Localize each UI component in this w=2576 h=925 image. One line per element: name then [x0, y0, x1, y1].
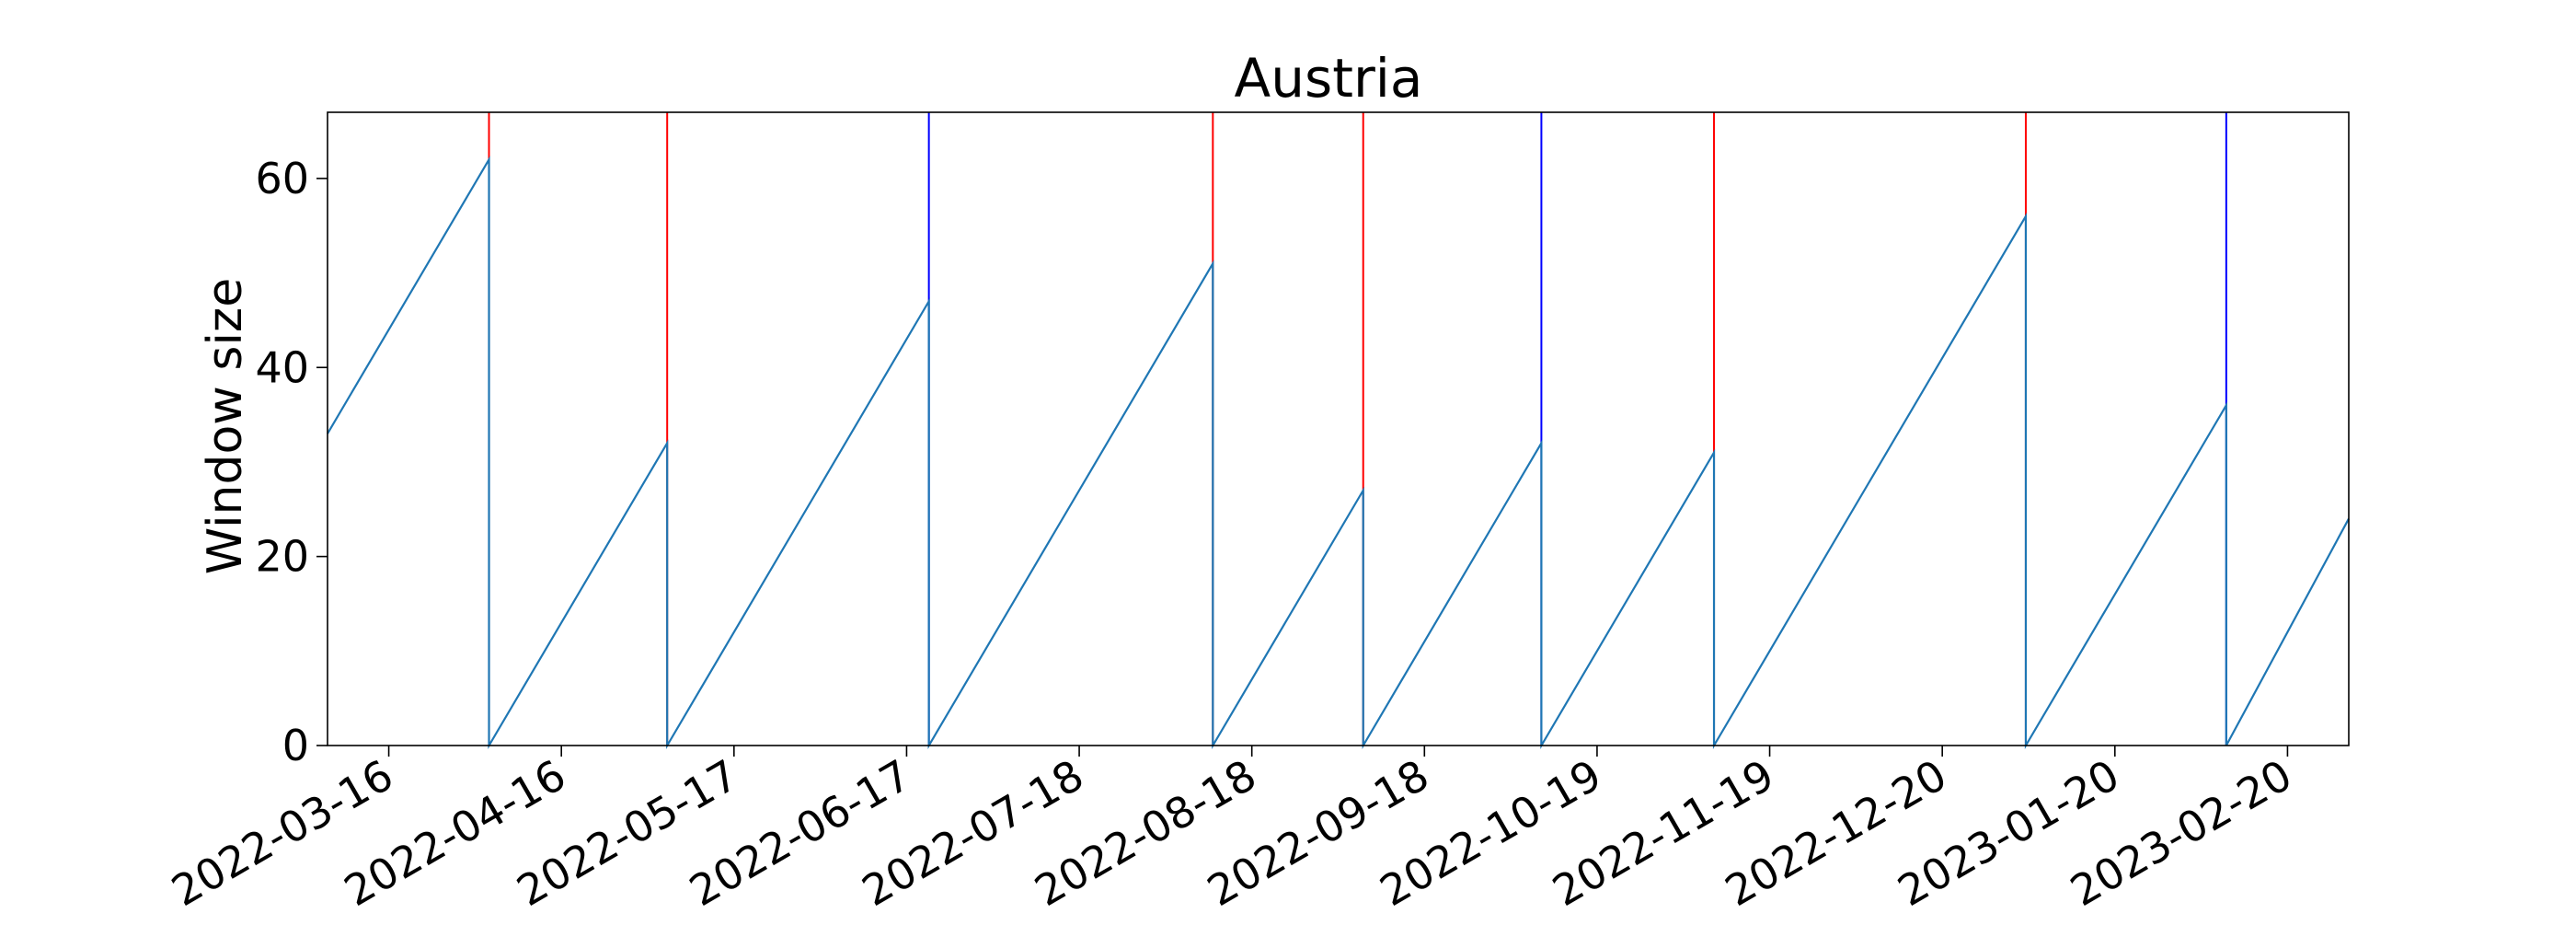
- series-line-0: [327, 156, 2350, 750]
- y-tick-label-40: 40: [255, 342, 309, 392]
- plot-frame: [327, 111, 2350, 746]
- y-tick-label-20: 20: [255, 532, 309, 582]
- y-axis-label: Window size: [198, 278, 253, 574]
- y-tick-label-0: 0: [282, 721, 309, 770]
- plot-area: 02040602022-03-162022-04-162022-05-17202…: [164, 111, 2350, 916]
- chart-title: Austria: [1235, 47, 1423, 110]
- y-tick-label-60: 60: [255, 154, 309, 203]
